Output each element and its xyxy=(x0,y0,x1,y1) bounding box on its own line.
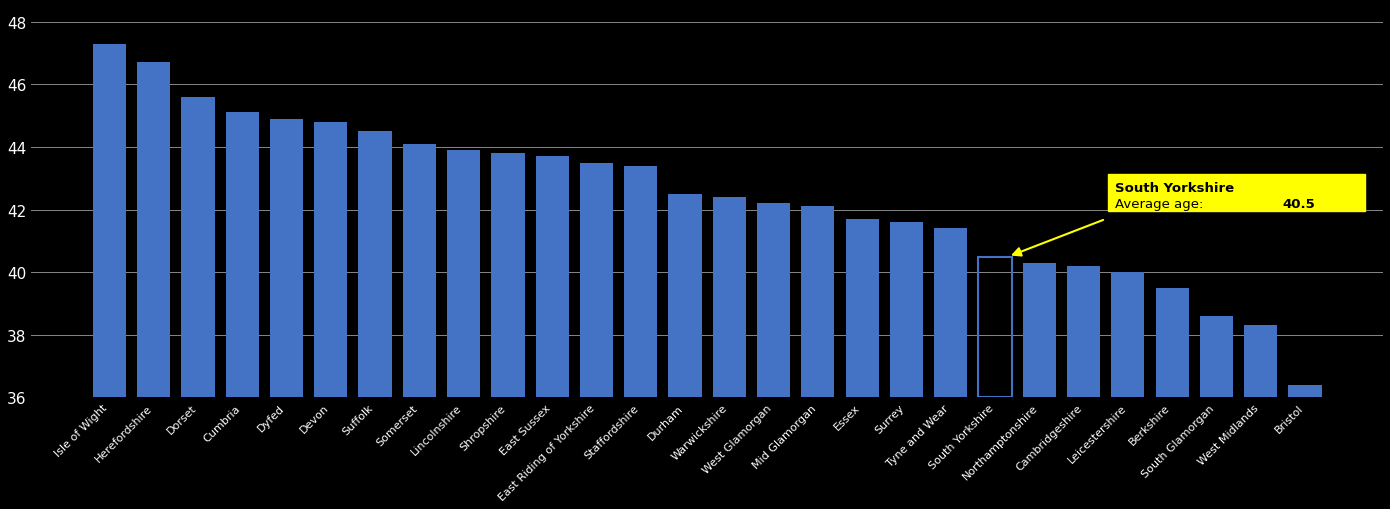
Bar xyxy=(535,157,569,398)
Bar xyxy=(491,154,524,398)
Bar xyxy=(624,166,657,398)
Bar xyxy=(93,44,126,398)
Bar xyxy=(1244,326,1277,398)
Bar xyxy=(1111,273,1144,398)
Bar xyxy=(1155,288,1188,398)
Bar xyxy=(934,229,967,398)
Bar xyxy=(225,113,259,398)
Bar xyxy=(713,197,746,398)
Text: 40.5: 40.5 xyxy=(1283,197,1315,210)
Bar xyxy=(270,120,303,398)
Bar xyxy=(403,145,436,398)
Bar xyxy=(314,123,348,398)
Bar xyxy=(359,132,392,398)
Bar xyxy=(1200,317,1233,398)
Bar xyxy=(1023,263,1056,398)
Text: South Yorkshire: South Yorkshire xyxy=(1115,182,1234,194)
Bar xyxy=(890,222,923,398)
Bar xyxy=(845,219,878,398)
Bar xyxy=(979,257,1012,398)
Bar xyxy=(580,163,613,398)
Bar xyxy=(448,151,480,398)
Bar xyxy=(138,63,170,398)
Bar xyxy=(181,98,214,398)
Bar xyxy=(1289,385,1322,398)
Bar xyxy=(1068,266,1101,398)
Bar xyxy=(669,194,702,398)
Text: Average age:: Average age: xyxy=(1115,197,1207,210)
Bar xyxy=(758,204,790,398)
FancyBboxPatch shape xyxy=(1108,174,1365,212)
Bar xyxy=(801,207,834,398)
